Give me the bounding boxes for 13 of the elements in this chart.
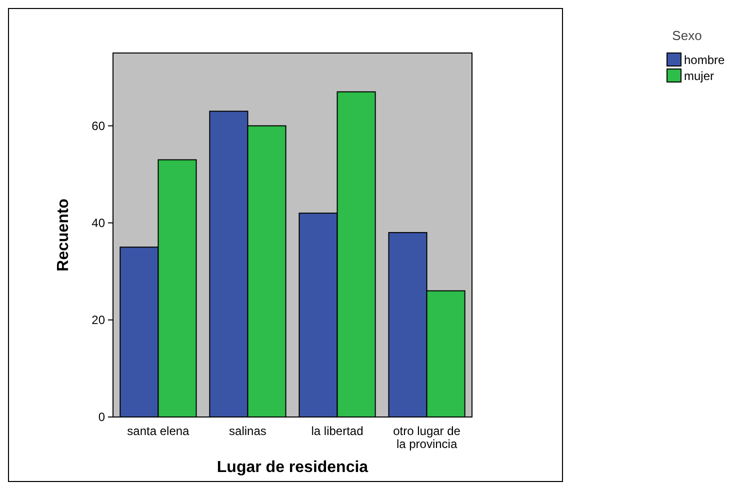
legend-title: Sexo [672, 28, 702, 43]
y-axis-title: Recuento [55, 198, 72, 272]
legend-label: hombre [684, 53, 726, 67]
y-tick-label: 0 [98, 410, 106, 424]
x-tick-label: santa elena [127, 424, 190, 438]
x-tick-label: la libertad [311, 424, 364, 438]
x-tick-label: otro lugar de la provincia [393, 424, 461, 451]
legend-label: mujer [684, 69, 714, 83]
x-tick-label: salinas [229, 424, 266, 438]
y-tick-label: 40 [92, 216, 106, 230]
y-tick-label: 20 [92, 313, 106, 328]
x-axis-title: Lugar de residencia [216, 459, 368, 476]
y-tick-label: 60 [92, 119, 106, 133]
